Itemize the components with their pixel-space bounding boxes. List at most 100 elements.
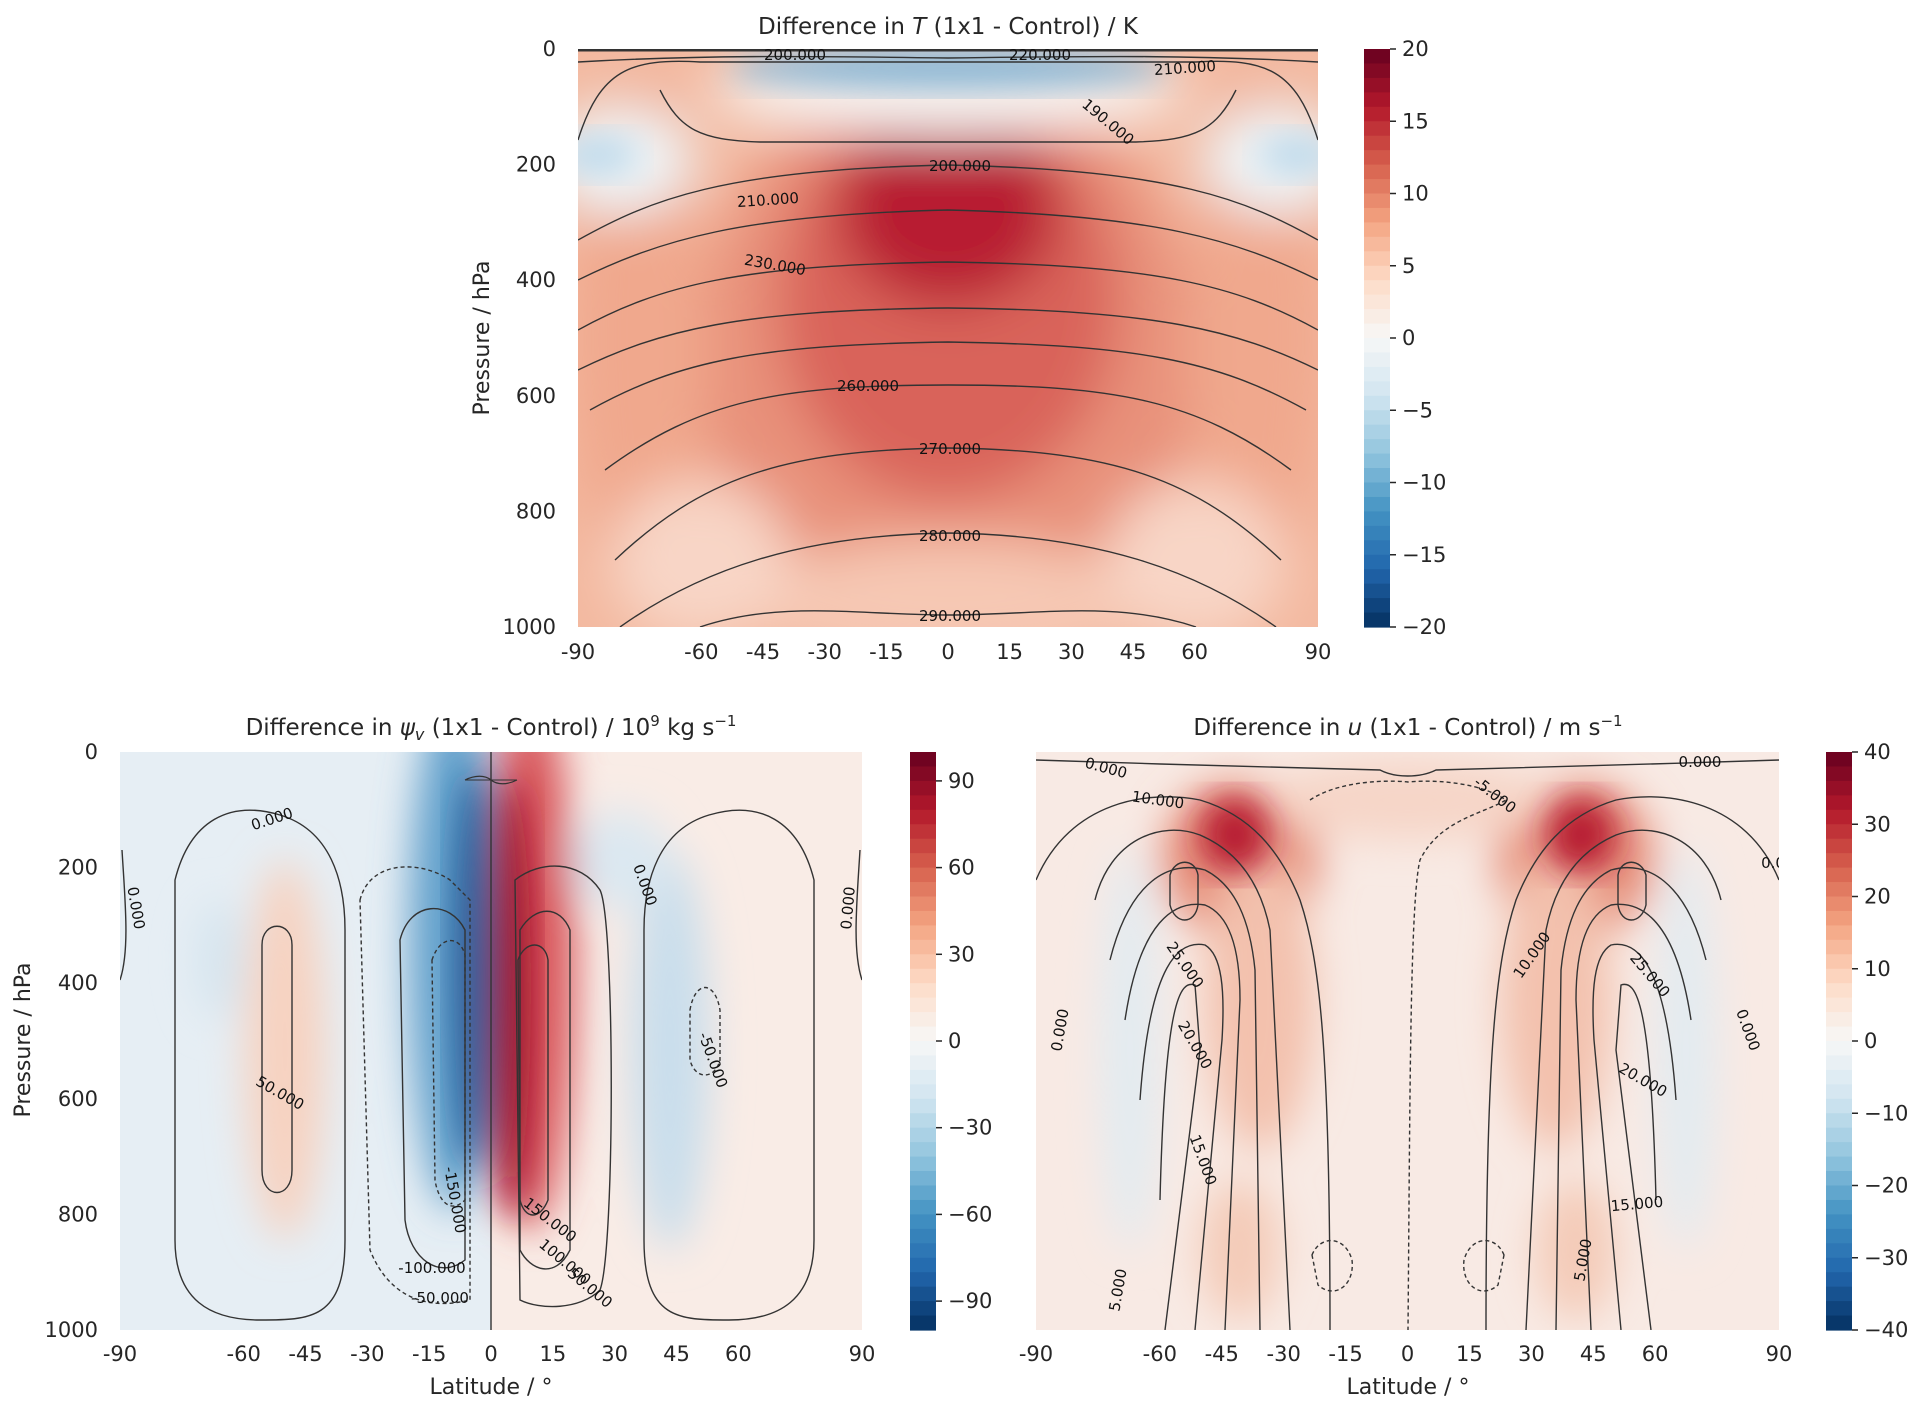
colorbar-band	[910, 1171, 936, 1187]
x-tick-label: -60	[684, 640, 718, 664]
colorbar-band	[910, 983, 936, 999]
colorbar-band	[1364, 309, 1390, 325]
colorbar-band	[1364, 352, 1390, 368]
contour-labels: 200.000 220.000210.000190.000200.000210.0…	[736, 46, 1216, 625]
colorbar-band	[1826, 809, 1852, 825]
x-tick-label: 60	[1642, 1342, 1669, 1366]
colorbar-band	[910, 939, 936, 955]
colorbar-band	[1364, 193, 1390, 209]
y-tick-label: 600	[58, 1087, 98, 1111]
colorbar: 90 60 30 0 −30 −60 −90	[910, 752, 992, 1331]
svg-text:0.000: 0.000	[1679, 753, 1722, 771]
colorbar-band	[910, 752, 936, 768]
colorbar-band	[1826, 1055, 1852, 1071]
colorbar-tick-label: −15	[1402, 543, 1446, 567]
panel-zonal-wind: Difference in u (1x1 - Control) / m s−1	[1019, 712, 1908, 1400]
colorbar-band	[1364, 482, 1390, 498]
panel-streamfunction: Difference in ψv (1x1 - Control) / 109 k…	[11, 712, 992, 1400]
colorbar-band	[1826, 1156, 1852, 1172]
colorbar-tick-label: −10	[1864, 1101, 1908, 1125]
svg-text:280.000: 280.000	[919, 527, 981, 545]
colorbar-band	[910, 997, 936, 1013]
colorbar-band	[1826, 752, 1852, 768]
x-axis-ticks: -90 -60 -45 -30 -15 0 15 30 45 60 90	[103, 1342, 876, 1366]
x-tick-label: 90	[1766, 1342, 1793, 1366]
colorbar-band	[1364, 222, 1390, 238]
colorbar-band	[910, 954, 936, 970]
colorbar-tick-label: 20	[1864, 885, 1891, 909]
x-tick-label: 15	[539, 1342, 566, 1366]
x-tick-label: -15	[1328, 1342, 1362, 1366]
x-tick-label: 30	[601, 1342, 628, 1366]
colorbar-band	[910, 925, 936, 941]
colorbar-band	[1364, 265, 1390, 281]
colorbar-band	[1364, 453, 1390, 469]
colorbar-tick-label: −90	[948, 1289, 992, 1313]
colorbar-band	[910, 824, 936, 840]
colorbar-band	[1826, 925, 1852, 941]
svg-text:200.000: 200.000	[764, 46, 826, 64]
colorbar-band	[1826, 1199, 1852, 1215]
svg-text:-50.000: -50.000	[411, 1289, 469, 1307]
colorbar-tick-label: 5	[1402, 254, 1415, 278]
contour-label: -50.000	[411, 1289, 469, 1307]
colorbar-band	[1364, 150, 1390, 166]
svg-text:260.000: 260.000	[837, 377, 899, 395]
contour-label: 15.000	[1610, 1193, 1664, 1216]
x-tick-label: 15	[996, 640, 1023, 664]
colorbar-band	[1364, 121, 1390, 137]
colorbar-tick-label: 15	[1402, 109, 1429, 133]
x-tick-label: -15	[869, 640, 903, 664]
y-tick-label: 600	[516, 384, 556, 408]
colorbar-band	[910, 1243, 936, 1259]
colorbar-band	[1826, 1098, 1852, 1114]
colorbar-band	[1364, 280, 1390, 296]
colorbar-band	[1826, 1301, 1852, 1317]
x-tick-label: -45	[1205, 1342, 1239, 1366]
colorbar-band	[910, 1301, 936, 1317]
colorbar-band	[1826, 910, 1852, 926]
x-tick-label: -45	[288, 1342, 322, 1366]
colorbar-band	[910, 1142, 936, 1158]
colorbar-band	[910, 1041, 936, 1057]
colorbar-band	[1364, 179, 1390, 195]
x-tick-label: 60	[1181, 640, 1208, 664]
y-tick-label: 1000	[45, 1318, 98, 1342]
svg-text:270.000: 270.000	[919, 440, 981, 458]
colorbar-band	[1826, 1084, 1852, 1100]
colorbar-band	[910, 910, 936, 926]
colorbar-band	[1826, 1257, 1852, 1273]
colorbar-band	[1364, 207, 1390, 223]
x-tick-label: -15	[412, 1342, 446, 1366]
colorbar-band	[1826, 997, 1852, 1013]
colorbar-band	[1826, 1142, 1852, 1158]
colorbar-band	[1826, 1272, 1852, 1288]
panel-title: Difference in u (1x1 - Control) / m s−1	[1193, 712, 1622, 741]
contour-label: 200.000	[929, 157, 991, 175]
x-tick-label: 0	[1401, 1342, 1414, 1366]
svg-text:210.000: 210.000	[736, 189, 799, 211]
colorbar-band	[910, 1214, 936, 1230]
colorbar-band	[1364, 569, 1390, 585]
colorbar-band	[1826, 968, 1852, 984]
contour-label: 280.000	[919, 527, 981, 545]
y-tick-label: 200	[516, 153, 556, 177]
x-tick-label: -30	[808, 640, 842, 664]
contour-label: 200.000	[764, 46, 826, 64]
x-tick-label: 0	[484, 1342, 497, 1366]
colorbar-band	[910, 1185, 936, 1201]
x-tick-label: 60	[725, 1342, 752, 1366]
x-tick-label: -90	[561, 640, 595, 664]
colorbar-tick-label: 30	[948, 942, 975, 966]
colorbar-band	[1826, 867, 1852, 883]
x-tick-label: 15	[1456, 1342, 1483, 1366]
colorbar-band	[910, 1012, 936, 1028]
colorbar-band	[1364, 294, 1390, 310]
colorbar-band	[910, 1069, 936, 1085]
colorbar-band	[1826, 1185, 1852, 1201]
svg-text:290.000: 290.000	[919, 607, 981, 625]
colorbar-band	[1364, 525, 1390, 541]
colorbar-band	[910, 795, 936, 811]
colorbar-band	[1364, 439, 1390, 455]
colorbar-band	[1826, 1171, 1852, 1187]
